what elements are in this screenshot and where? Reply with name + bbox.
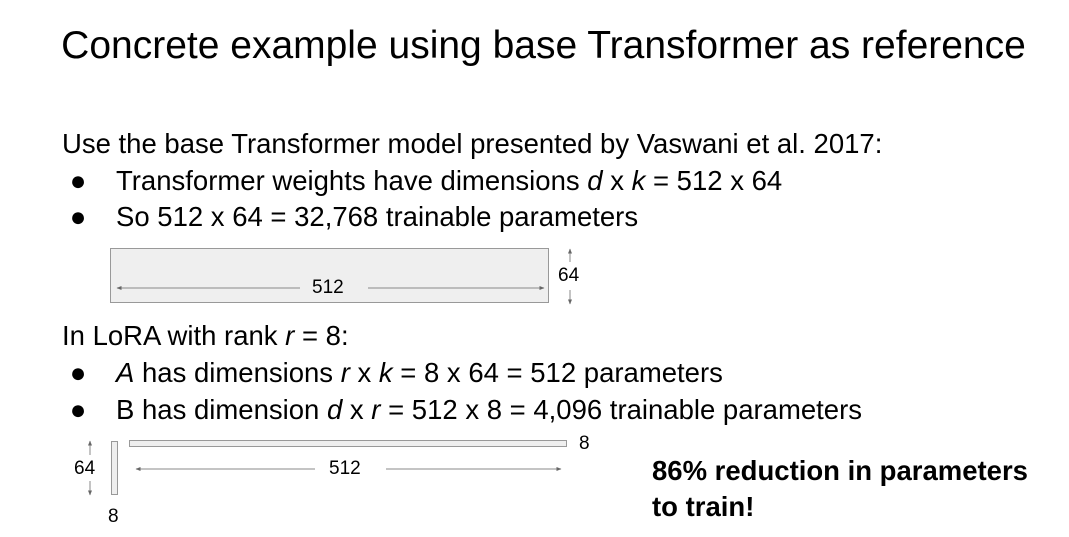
variable-r: r xyxy=(285,320,295,351)
bullet-marker: ● xyxy=(69,394,87,425)
callout-line-2: to train! xyxy=(652,491,755,522)
variable-k: k xyxy=(631,165,646,196)
lora-matrix-a-rect xyxy=(111,441,118,495)
variable-k: k xyxy=(378,357,393,388)
slide-title: Concrete example using base Transformer … xyxy=(61,24,1026,67)
text-segment: = 8 x 64 = 512 parameters xyxy=(392,357,723,388)
bullet-marker: ● xyxy=(69,165,87,196)
text-segment: has dimensions xyxy=(134,357,341,388)
text-segment: x xyxy=(342,394,372,425)
bullet-marker: ● xyxy=(69,201,87,232)
text-segment: x xyxy=(349,357,379,388)
base-width-label: 512 xyxy=(312,277,344,298)
text-segment: In LoRA with rank xyxy=(62,320,286,351)
base-bullet-parameters: So 512 x 64 = 32,768 trainable parameter… xyxy=(116,201,639,232)
text-segment: = 512 x 64 xyxy=(645,165,783,196)
text-segment: = 512 x 8 = 4,096 trainable parameters xyxy=(380,394,863,425)
base-intro-text: Use the base Transformer model presented… xyxy=(62,128,883,159)
variable-d: d xyxy=(587,165,603,196)
lora-bullet-b: B has dimension d x r = 512 x 8 = 4,096 … xyxy=(116,392,862,428)
text-segment: = 8: xyxy=(294,320,349,351)
weight-matrix-rect xyxy=(110,248,549,303)
text-segment: x xyxy=(602,165,632,196)
callout-line-1: 86% reduction in parameters xyxy=(652,455,1028,486)
base-height-label: 64 xyxy=(558,265,580,286)
a-width-label: 8 xyxy=(108,506,119,527)
lora-bullet-a: A has dimensions r x k = 8 x 64 = 512 pa… xyxy=(116,355,723,391)
variable-a: A xyxy=(116,357,135,388)
lora-intro-text: In LoRA with rank r = 8: xyxy=(62,318,349,354)
bullet-marker: ● xyxy=(69,357,87,388)
lora-matrix-b-rect xyxy=(129,440,567,447)
a-height-label: 64 xyxy=(74,458,96,479)
variable-r: r xyxy=(340,357,350,388)
base-bullet-dimensions: Transformer weights have dimensions d x … xyxy=(116,163,782,199)
variable-r: r xyxy=(371,394,381,425)
text-segment: Transformer weights have dimensions xyxy=(116,165,588,196)
b-height-label: 8 xyxy=(579,433,590,454)
variable-d: d xyxy=(326,394,343,425)
text-segment: B has dimension xyxy=(116,394,327,425)
b-width-label: 512 xyxy=(329,458,361,479)
